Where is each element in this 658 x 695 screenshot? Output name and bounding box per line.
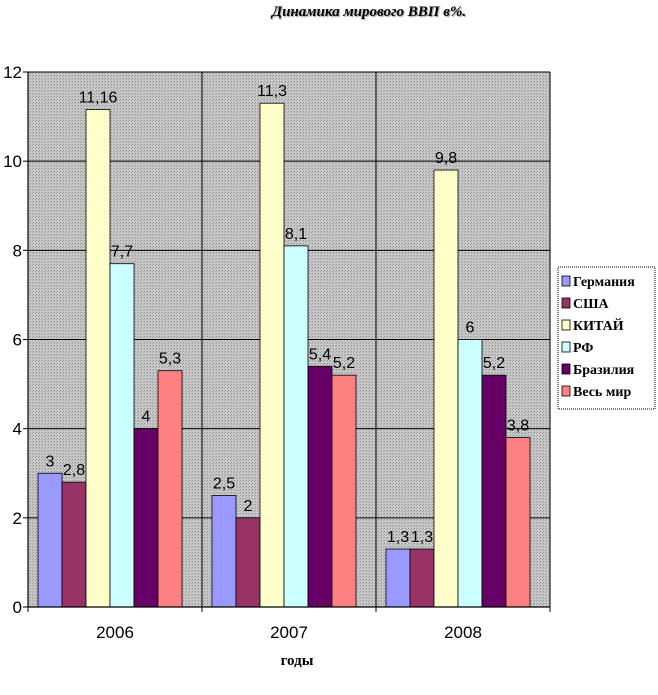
data-label: 7,7 [111,244,133,261]
data-label: 1,3 [387,529,409,546]
chart-title: Динамика мирового ВВП в%. [271,4,467,20]
y-tick-label: 10 [3,152,22,171]
bar-сша-2006 [61,481,87,608]
y-tick-label: 12 [3,63,22,82]
data-label: 8,1 [285,226,307,243]
bar-весь-мир-2006 [157,370,183,608]
bar-бразилия-2008 [481,374,507,608]
bar-германия-2007 [211,495,237,608]
legend-entry: КИТАЙ [573,317,624,334]
legend-swatch [561,319,571,331]
bar-рф-2007 [283,245,309,608]
bar-китай-2007 [259,102,285,608]
data-label: 5,4 [309,346,331,363]
legend-entry: Германия [573,275,635,290]
bar-китай-2006 [85,109,111,608]
data-label: 6 [466,320,475,337]
legend-entry: РФ [573,341,593,356]
legend-box [557,266,656,410]
y-tick-label: 4 [13,420,22,439]
bar-бразилия-2007 [307,365,333,608]
bar-рф-2008 [457,339,483,608]
bar-весь-мир-2007 [331,374,357,608]
data-label: 11,16 [79,89,118,106]
legend-entry: США [573,297,609,312]
legend-swatch [561,297,571,309]
legend-swatch [561,385,571,397]
bar-сша-2008 [409,548,435,608]
y-tick-label: 8 [13,241,22,260]
data-label: 5,2 [483,355,505,372]
data-label: 2,8 [63,462,85,479]
bar-рф-2006 [109,263,135,608]
data-label: 9,8 [435,150,457,167]
data-label: 3,8 [507,418,529,435]
data-label: 5,3 [159,351,181,368]
legend-swatch [561,275,571,287]
bar-сша-2007 [235,517,261,608]
x-tick-label: 2008 [444,623,482,642]
x-tick-label: 2006 [96,623,134,642]
y-tick-label: 6 [13,331,22,350]
data-label: 2 [244,498,253,515]
legend-entry: Весь мир [573,385,631,400]
y-tick-label: 0 [13,598,22,617]
legend-entry: Бразилия [573,363,635,378]
x-axis-title: годы [281,653,314,669]
bar-весь-мир-2008 [505,437,531,608]
y-tick-label: 2 [13,509,22,528]
data-label: 4 [142,409,151,426]
data-label: 5,2 [333,355,355,372]
data-label: 1,3 [411,529,433,546]
bar-бразилия-2006 [133,428,159,608]
data-label: 2,5 [213,476,235,493]
legend-swatch [561,363,571,375]
bar-германия-2008 [385,548,411,608]
bar-германия-2006 [37,472,63,608]
x-tick-label: 2007 [270,623,308,642]
legend-swatch [561,341,571,353]
bar-китай-2008 [433,169,459,608]
data-label: 11,3 [257,83,287,100]
data-label: 3 [46,453,55,470]
